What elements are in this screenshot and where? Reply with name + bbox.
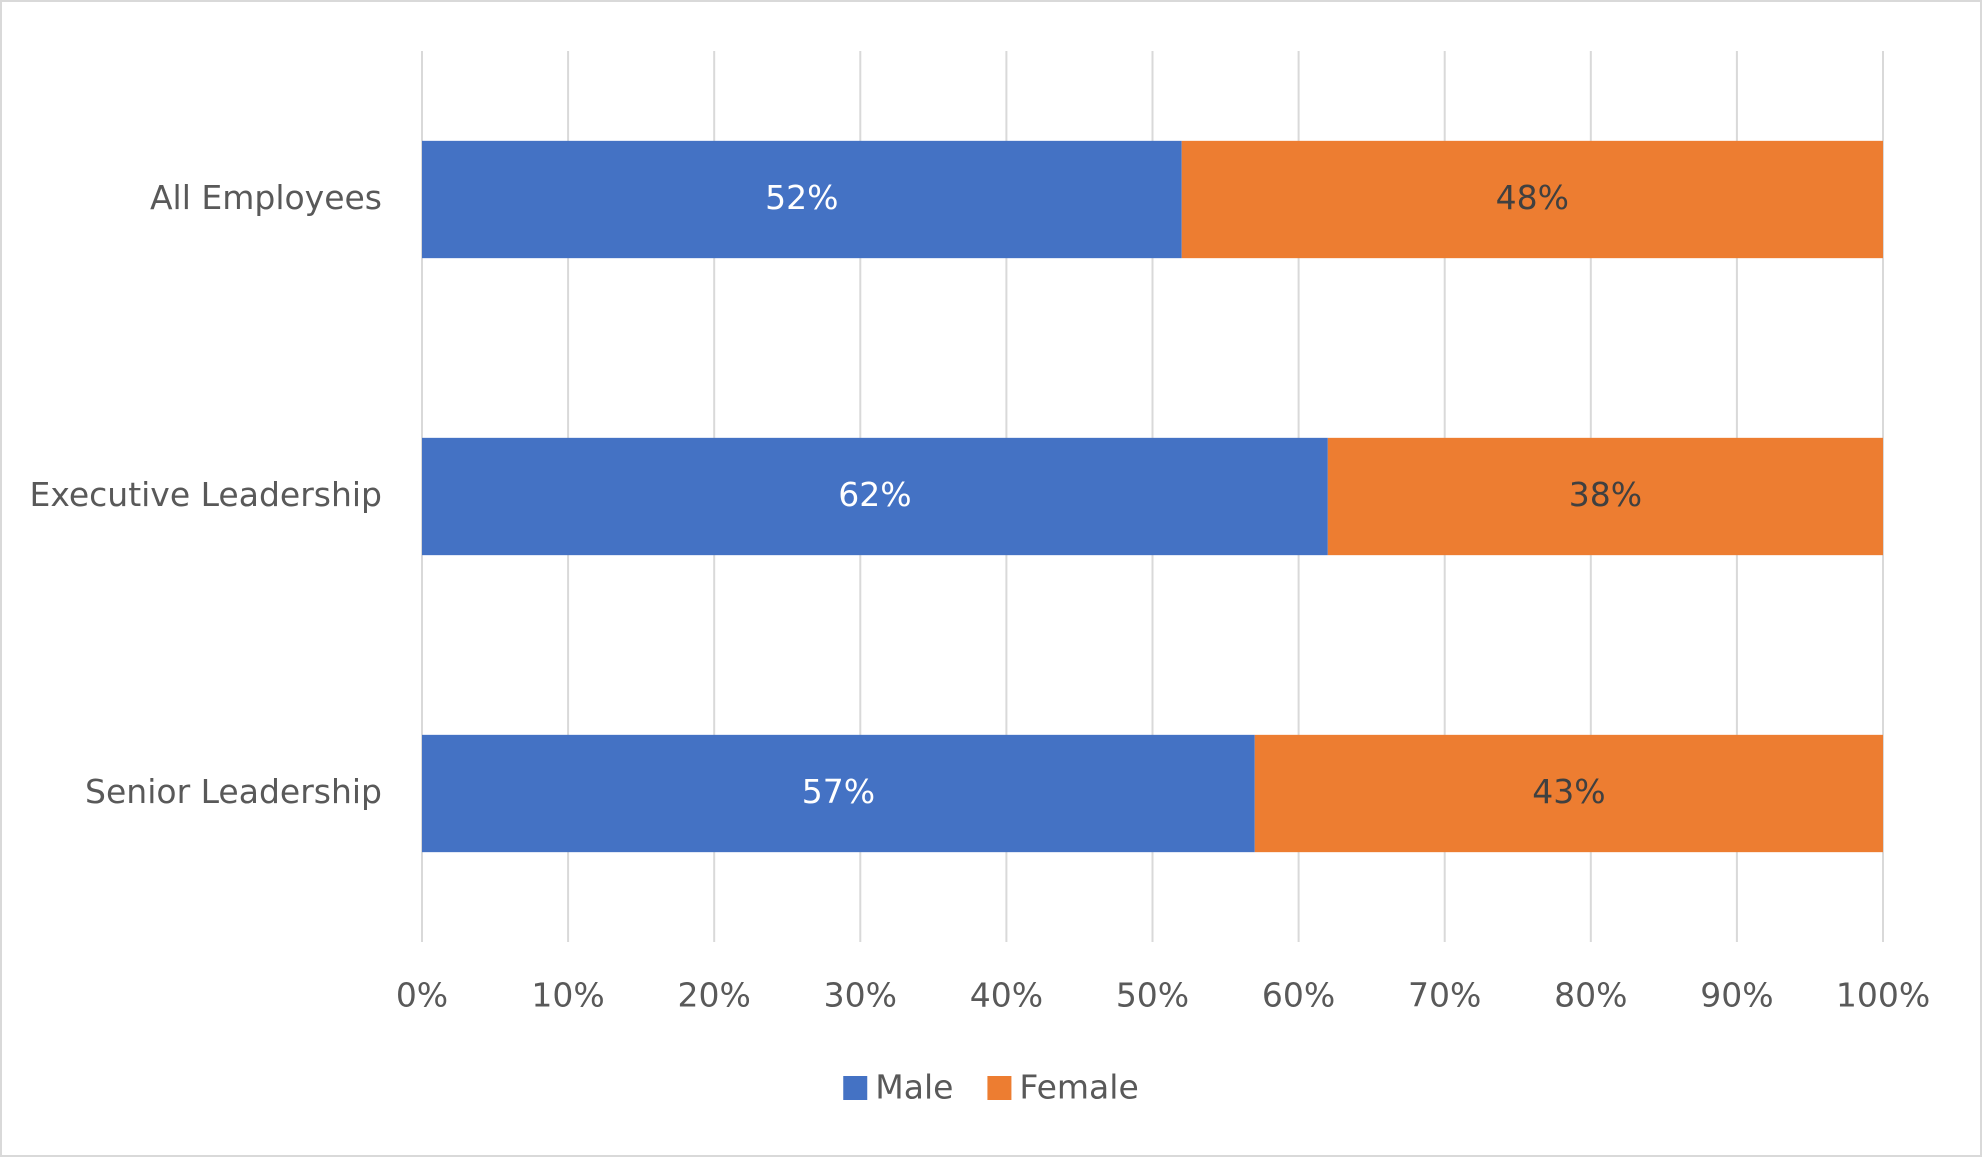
x-tick-label: 0% <box>396 976 448 1015</box>
x-tick-label: 50% <box>1116 976 1189 1015</box>
bar-segment <box>1181 140 1883 259</box>
data-label: 62% <box>838 475 911 514</box>
bar-segment <box>422 140 1182 259</box>
x-tick-label: 40% <box>970 976 1043 1015</box>
legend-swatch <box>987 1076 1012 1100</box>
legend-label: Female <box>1019 1068 1138 1107</box>
legend-label: Male <box>875 1068 953 1107</box>
bar-segment <box>1254 734 1883 853</box>
legend-swatch <box>843 1076 868 1100</box>
data-label: 48% <box>1496 178 1569 217</box>
data-label: 52% <box>765 178 838 217</box>
bar-segment <box>1327 437 1883 556</box>
x-tick-label: 80% <box>1554 976 1627 1015</box>
x-tick-label: 60% <box>1262 976 1335 1015</box>
bar-segment <box>422 437 1328 556</box>
x-tick-label: 100% <box>1836 976 1930 1015</box>
data-label: 57% <box>802 772 875 811</box>
data-label: 43% <box>1532 772 1605 811</box>
data-label: 38% <box>1569 475 1642 514</box>
y-tick-label: Senior Leadership <box>85 772 382 811</box>
y-tick-label: All Employees <box>150 178 382 217</box>
y-tick-label: Executive Leadership <box>29 475 382 514</box>
x-tick-label: 10% <box>531 976 604 1015</box>
x-tick-label: 90% <box>1700 976 1773 1015</box>
x-tick-label: 20% <box>678 976 751 1015</box>
x-tick-label: 70% <box>1408 976 1481 1015</box>
x-tick-label: 30% <box>824 976 897 1015</box>
bar-segment <box>422 734 1255 853</box>
